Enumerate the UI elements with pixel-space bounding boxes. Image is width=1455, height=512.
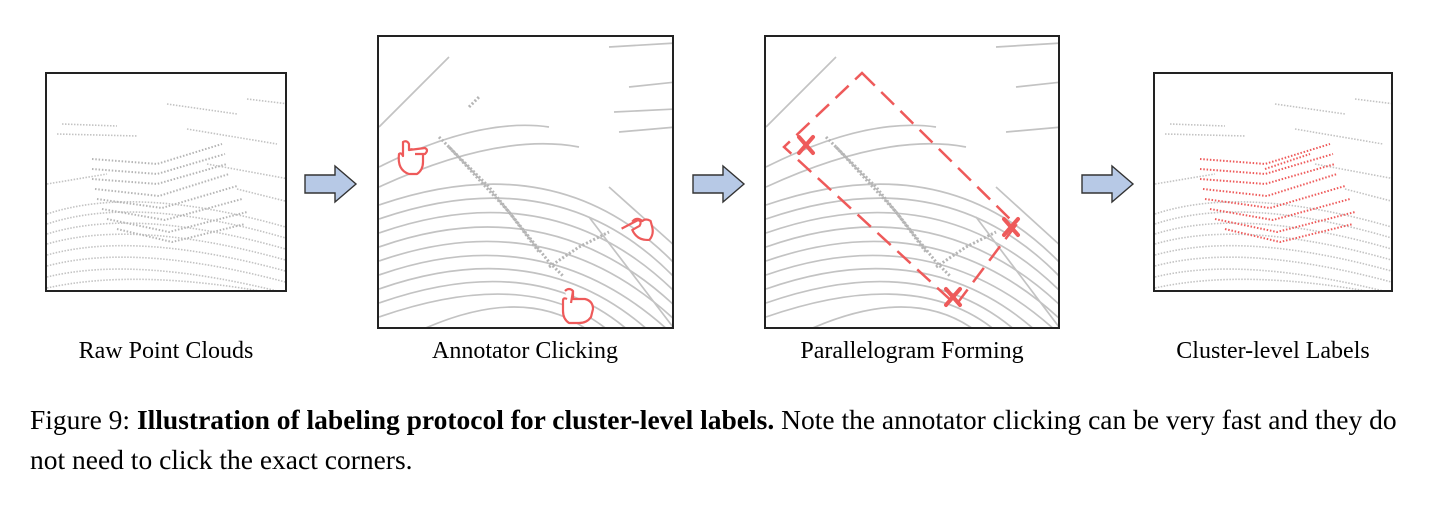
- panel-cluster-level-labels: [1153, 72, 1393, 292]
- point-cloud-parallelogram: [766, 42, 1058, 327]
- caption-body: Note the annotator clicking can be very …: [30, 404, 1397, 475]
- right-arrow-icon: [1081, 164, 1135, 204]
- cross-mark-icon: [944, 287, 962, 307]
- panel-label-annotator-clicking: Annotator Clicking: [432, 338, 618, 364]
- panel-raw-point-clouds: [45, 72, 287, 292]
- figure-caption: Figure 9: Illustration of labeling proto…: [30, 400, 1430, 480]
- panel-label-parallelogram-forming: Parallelogram Forming: [800, 338, 1024, 364]
- panel-label-cluster-level-labels: Cluster-level Labels: [1176, 338, 1370, 364]
- pointing-hand-icon: [397, 140, 429, 176]
- pointing-hand-icon: [621, 217, 654, 242]
- point-cloud-raw: [47, 98, 285, 290]
- cross-mark-icon: [1002, 217, 1020, 237]
- right-arrow-icon: [692, 164, 746, 204]
- caption-title: Illustration of labeling protocol for cl…: [136, 404, 775, 435]
- caption-prefix: Figure 9:: [30, 404, 137, 435]
- panel-parallelogram-forming: [764, 35, 1060, 329]
- labeled-cluster: [1199, 143, 1356, 244]
- right-arrow-icon: [304, 164, 358, 204]
- point-cloud-labeled: [1155, 98, 1391, 290]
- point-cloud-clicking: [379, 42, 672, 327]
- pointing-hand-icon: [561, 287, 595, 325]
- panel-label-raw-point-clouds: Raw Point Clouds: [78, 338, 254, 364]
- cross-mark-icon: [797, 135, 815, 155]
- parallelogram-outline: [782, 71, 1018, 307]
- panel-annotator-clicking: [377, 35, 674, 329]
